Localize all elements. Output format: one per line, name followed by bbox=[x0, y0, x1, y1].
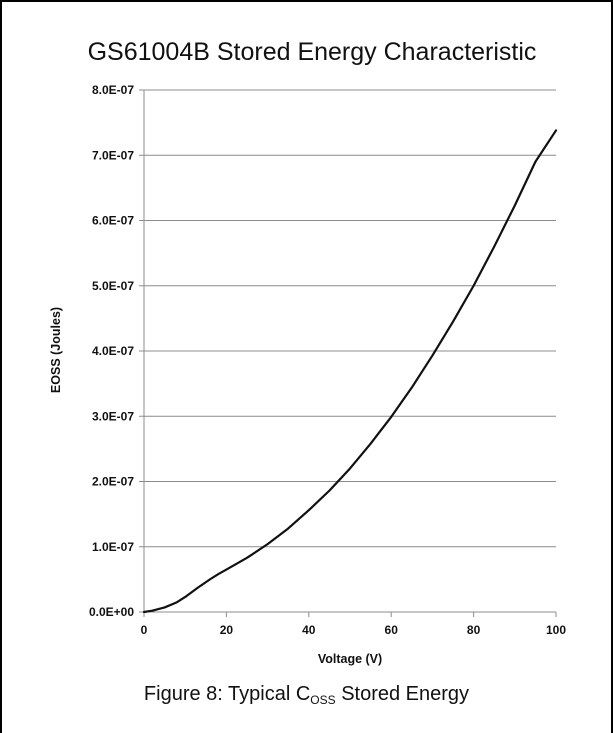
y-tick-label: 5.0E-07 bbox=[92, 279, 134, 293]
figure-caption: Figure 8: Typical COSS Stored Energy bbox=[0, 683, 613, 707]
y-tick-label: 2.0E-07 bbox=[92, 475, 134, 489]
y-tick-label: 1.0E-07 bbox=[92, 540, 134, 554]
chart-title: GS61004B Stored Energy Characteristic bbox=[88, 38, 537, 66]
y-tick-labels: 0.0E+00 1.0E-07 2.0E-07 3.0E-07 4.0E-07 5.0E-… bbox=[89, 83, 134, 619]
x-axis-label: Voltage (V) bbox=[318, 652, 382, 666]
axes bbox=[139, 89, 557, 617]
caption-prefix: Figure 8: Typical C bbox=[143, 683, 311, 705]
y-tick-label: 3.0E-07 bbox=[92, 409, 134, 423]
x-tick-label: 20 bbox=[220, 623, 234, 637]
y-tick-label: 7.0E-07 bbox=[92, 148, 134, 162]
y-axis-label: EOSS (Joules) bbox=[49, 307, 63, 393]
y-tick-label: 8.0E-07 bbox=[92, 83, 134, 97]
y-tick-label: 4.0E-07 bbox=[92, 344, 134, 358]
x-tick-label: 0 bbox=[141, 623, 148, 637]
x-tick-label: 40 bbox=[302, 623, 316, 637]
x-tick-label: 100 bbox=[546, 623, 566, 637]
y-tick-label: 6.0E-07 bbox=[92, 214, 134, 228]
x-tick-label: 60 bbox=[385, 623, 399, 637]
x-tick-label: 80 bbox=[467, 623, 481, 637]
series-line bbox=[142, 129, 558, 614]
caption-subscript: OSS bbox=[310, 693, 336, 707]
gridlines bbox=[144, 89, 556, 548]
y-tick-label: 0.0E+00 bbox=[89, 605, 134, 619]
x-tick-labels: 0 20 40 60 80 100 bbox=[141, 623, 567, 637]
caption-suffix: Stored Energy bbox=[335, 683, 470, 705]
